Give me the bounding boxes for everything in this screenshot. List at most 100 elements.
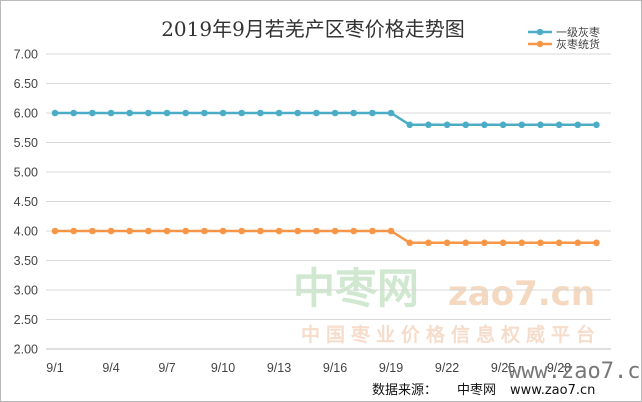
data-point-series-2	[387, 227, 395, 235]
x-tick-label: 9/4	[102, 361, 119, 375]
data-point-series-1	[89, 109, 96, 117]
series-lines	[51, 109, 600, 247]
x-axis: 9/1 9/4 9/7 9/10 9/13 9/16 9/19 9/22 9/25 9/28	[46, 361, 571, 375]
y-tick-label: 6.00	[14, 107, 38, 121]
data-point-series-1	[387, 109, 395, 117]
y-tick-label: 2.00	[14, 343, 38, 357]
x-tick-label: 9/28	[547, 361, 571, 375]
data-point-series-1	[163, 109, 171, 117]
legend-label-series-2: 灰枣统货	[556, 37, 600, 51]
data-point-series-2	[537, 239, 544, 247]
gridlines	[46, 53, 611, 350]
watermark-url: zao7.cn	[448, 274, 595, 314]
watermark-www: www.zao7.cn	[508, 359, 641, 384]
data-point-series-2	[219, 227, 227, 235]
y-tick-label: 7.00	[14, 48, 38, 62]
data-point-series-1	[70, 109, 77, 117]
y-tick-label: 4.00	[14, 225, 38, 239]
data-point-series-2	[201, 227, 208, 235]
y-tick-label: 2.50	[14, 313, 38, 327]
data-point-series-1	[443, 121, 451, 129]
data-point-series-1	[182, 109, 189, 117]
y-tick-label: 4.50	[14, 195, 38, 209]
data-point-series-2	[350, 227, 358, 235]
data-point-series-2	[331, 227, 339, 235]
x-tick-label: 9/13	[267, 361, 291, 375]
data-point-series-2	[406, 239, 414, 247]
legend-marker-series-2	[536, 40, 544, 48]
data-point-series-1	[331, 109, 339, 117]
data-point-series-1	[537, 121, 544, 129]
data-point-series-2	[257, 227, 264, 235]
data-point-series-2	[145, 227, 152, 235]
data-point-series-1	[294, 109, 302, 117]
data-point-series-2	[89, 227, 96, 235]
data-point-series-2	[51, 227, 59, 235]
source-site: 中枣网	[457, 383, 496, 398]
watermark-brand: 中枣网	[293, 264, 419, 313]
y-tick-label: 6.50	[14, 77, 38, 91]
data-point-series-1	[406, 121, 414, 129]
data-point-series-2	[443, 239, 451, 247]
data-point-series-2	[294, 227, 302, 235]
series-line-1	[55, 111, 597, 127]
data-point-series-2	[369, 227, 376, 235]
data-point-series-1	[219, 109, 227, 117]
data-point-series-2	[70, 227, 77, 235]
data-point-series-1	[425, 121, 432, 129]
data-point-series-2	[425, 239, 432, 247]
data-point-series-2	[462, 239, 470, 247]
data-point-series-1	[518, 121, 526, 129]
source-line: 数据来源： 中枣网 www.zao7.cn	[372, 383, 595, 398]
series-line-2	[55, 229, 597, 245]
y-tick-label: 5.00	[14, 166, 38, 180]
x-tick-label: 9/22	[435, 361, 459, 375]
x-tick-label: 9/19	[379, 361, 403, 375]
data-point-series-1	[369, 109, 376, 117]
data-point-series-2	[518, 239, 526, 247]
watermark-tagline: 中国枣业价格信息权威平台	[301, 323, 601, 346]
data-point-series-2	[574, 239, 582, 247]
data-point-series-2	[555, 239, 563, 247]
data-point-series-1	[51, 109, 59, 117]
x-tick-label: 9/10	[211, 361, 235, 375]
data-point-series-1	[275, 109, 283, 117]
source-url: www.zao7.cn	[510, 383, 595, 398]
data-point-series-2	[107, 227, 115, 235]
data-point-series-2	[163, 227, 171, 235]
data-point-series-1	[499, 121, 507, 129]
y-axis: 2.00 2.50 3.00 3.50 4.00 4.50 5.00 5.50 6.00 6.50…	[14, 48, 38, 357]
legend-marker-series-1	[536, 28, 544, 36]
y-tick-label: 3.50	[14, 254, 38, 268]
data-point-series-1	[481, 121, 488, 129]
data-point-series-1	[313, 109, 320, 117]
data-point-series-2	[593, 239, 600, 247]
data-point-series-1	[593, 121, 600, 129]
data-point-series-2	[275, 227, 283, 235]
data-point-series-2	[126, 227, 133, 235]
data-point-series-1	[257, 109, 264, 117]
data-point-series-2	[182, 227, 189, 235]
legend-label-series-1: 一级灰枣	[556, 25, 600, 39]
data-point-series-1	[555, 121, 563, 129]
data-point-series-1	[574, 121, 582, 129]
watermark: 中枣网 zao7.cn 中国枣业价格信息权威平台	[293, 264, 601, 346]
data-point-series-1	[238, 109, 245, 117]
data-point-series-1	[145, 109, 152, 117]
x-tick-label: 9/7	[158, 361, 175, 375]
legend: 一级灰枣 灰枣统货	[528, 25, 600, 51]
data-point-series-1	[350, 109, 358, 117]
data-point-series-1	[201, 109, 208, 117]
x-tick-label: 9/25	[491, 361, 515, 375]
data-point-series-2	[238, 227, 245, 235]
x-tick-label: 9/1	[46, 361, 63, 375]
data-point-series-1	[126, 109, 133, 117]
data-point-series-2	[481, 239, 488, 247]
data-point-series-2	[499, 239, 507, 247]
y-tick-label: 3.00	[14, 284, 38, 298]
chart-title: 2019年9月若羌产区枣价格走势图	[161, 17, 465, 41]
y-tick-label: 5.50	[14, 136, 38, 150]
data-point-series-1	[107, 109, 115, 117]
